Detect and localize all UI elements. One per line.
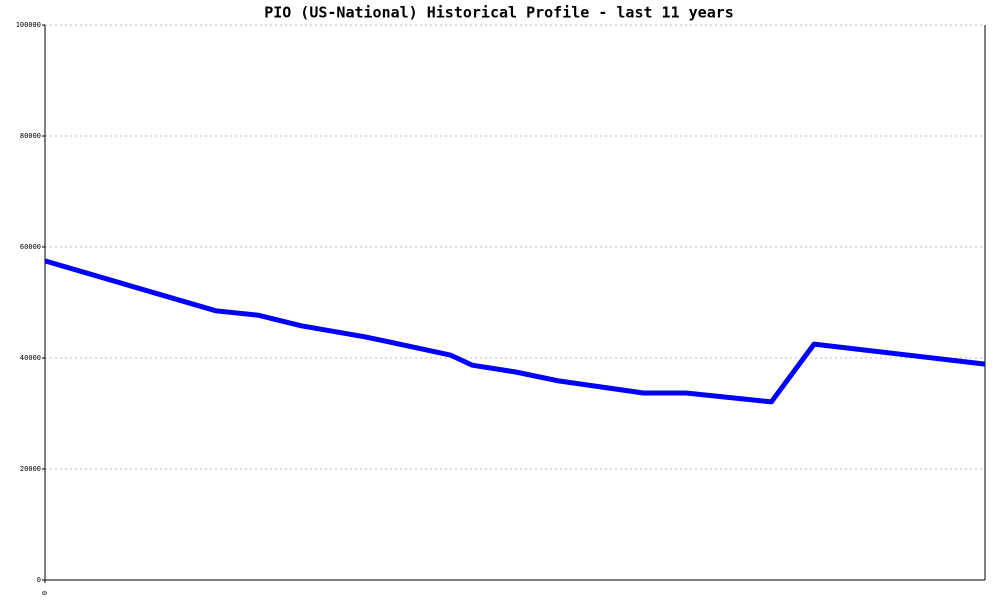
y-tick-label: 80000 bbox=[20, 132, 41, 140]
series-line bbox=[44, 258, 986, 405]
x-tick-label: 0 bbox=[41, 591, 49, 595]
y-tick-label: 40000 bbox=[20, 354, 41, 362]
y-tick-label: 60000 bbox=[20, 243, 41, 251]
y-tick-label: 100000 bbox=[16, 21, 41, 29]
y-tick-label: 20000 bbox=[20, 465, 41, 473]
y-tick-label: 0 bbox=[37, 576, 41, 584]
chart-title: PIO (US-National) Historical Profile - l… bbox=[264, 4, 734, 22]
